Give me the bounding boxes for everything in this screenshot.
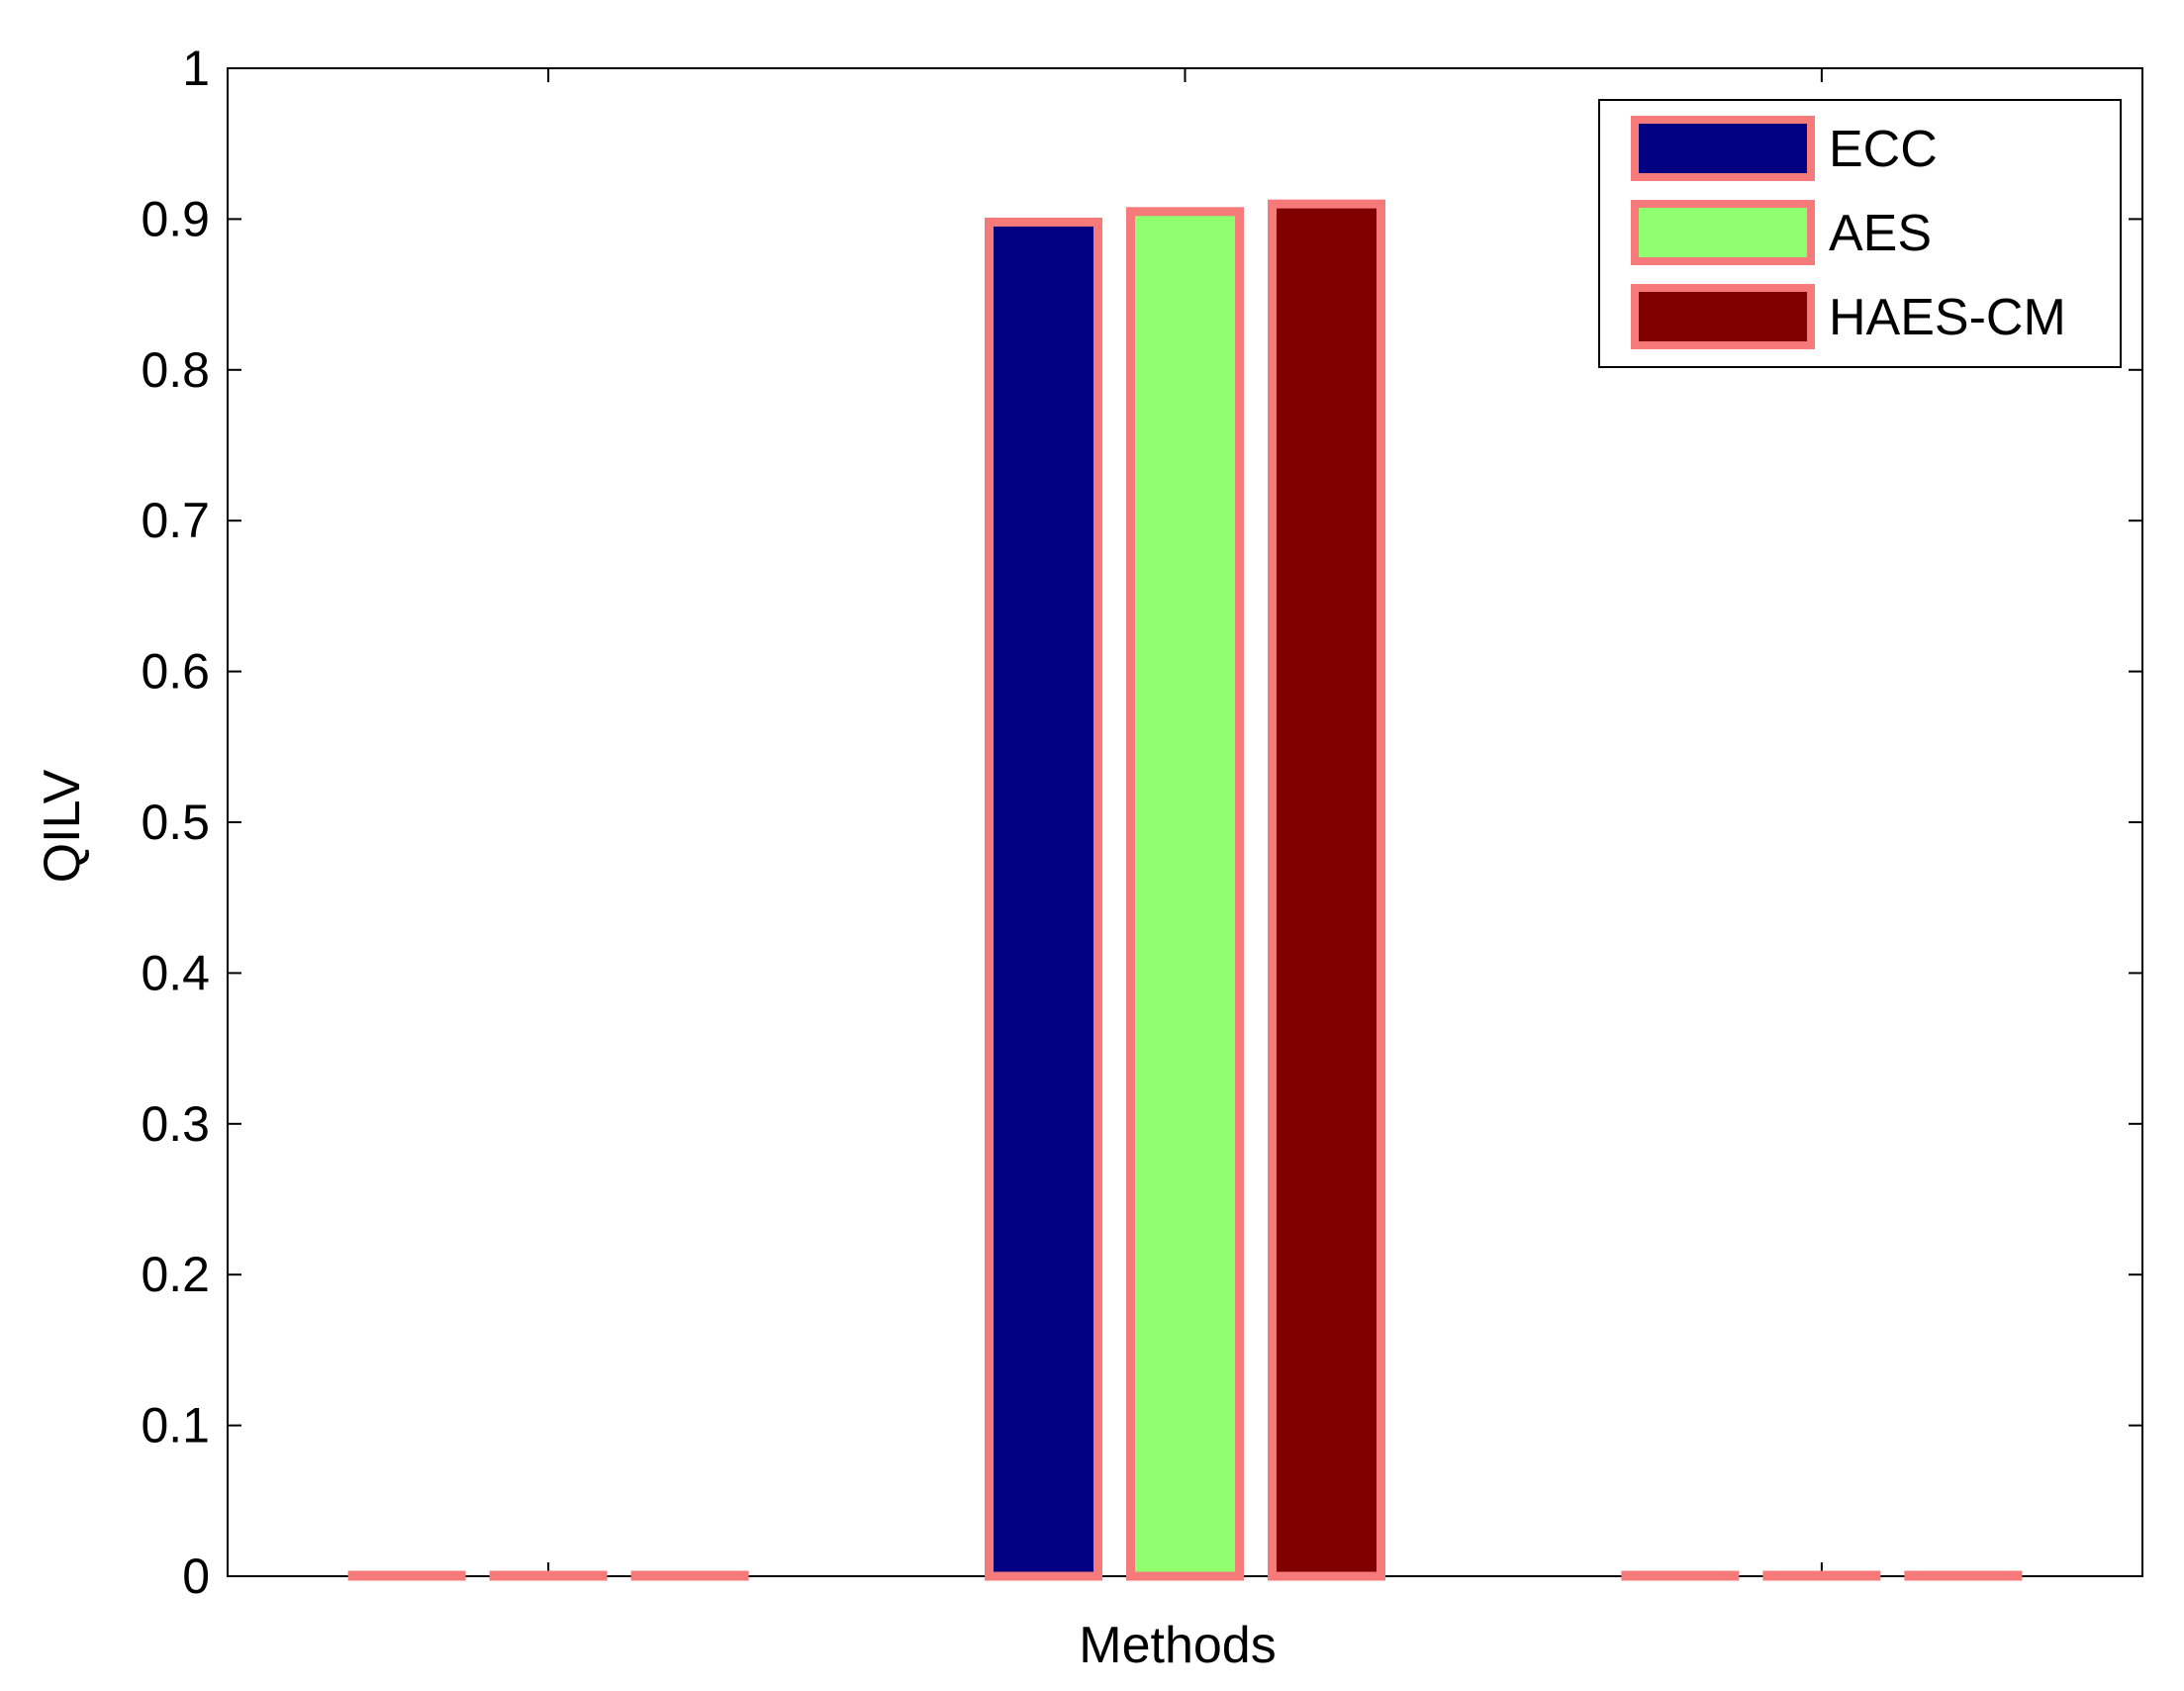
legend-swatch-ecc [1631,116,1815,181]
legend-label: ECC [1829,121,1938,178]
y-axis-title: QILV [34,769,91,883]
bar-aes [489,1570,608,1581]
y-tick-label: 0.5 [141,795,210,850]
legend-label: HAES-CM [1829,289,2066,346]
y-tick-label: 0.7 [141,493,210,548]
legend: ECC AES HAES-CM [1598,99,2122,368]
bars [347,199,2023,1581]
bar-haes-cm [630,1570,749,1581]
legend-swatch-aes [1631,200,1815,265]
y-tick-label: 0 [182,1549,210,1604]
bar-aes [1762,1570,1881,1581]
bar-haes-cm [1904,1570,2023,1581]
bar-aes [1126,207,1244,1581]
legend-label: AES [1829,205,1932,262]
y-tick-label: 0.1 [141,1398,210,1454]
y-tick-label: 0.4 [141,945,210,1000]
bar-ecc [985,217,1102,1581]
y-axis: 0 0.1 0.2 0.3 0.4 0.5 0.6 0.7 0.8 0.9 1 [141,41,2142,1604]
bar-haes-cm [1268,199,1385,1581]
y-tick-label: 0.2 [141,1247,210,1302]
y-tick-label: 0.8 [141,342,210,398]
x-axis-title: Methods [1079,1617,1276,1674]
y-tick-label: 0.9 [141,191,210,246]
bar-ecc [347,1570,466,1581]
y-tick-label: 0.3 [141,1096,210,1152]
legend-swatch-haes-cm [1631,284,1815,349]
bar-ecc [1621,1570,1740,1581]
y-tick-label: 0.6 [141,644,210,700]
y-tick-label: 1 [182,41,210,96]
